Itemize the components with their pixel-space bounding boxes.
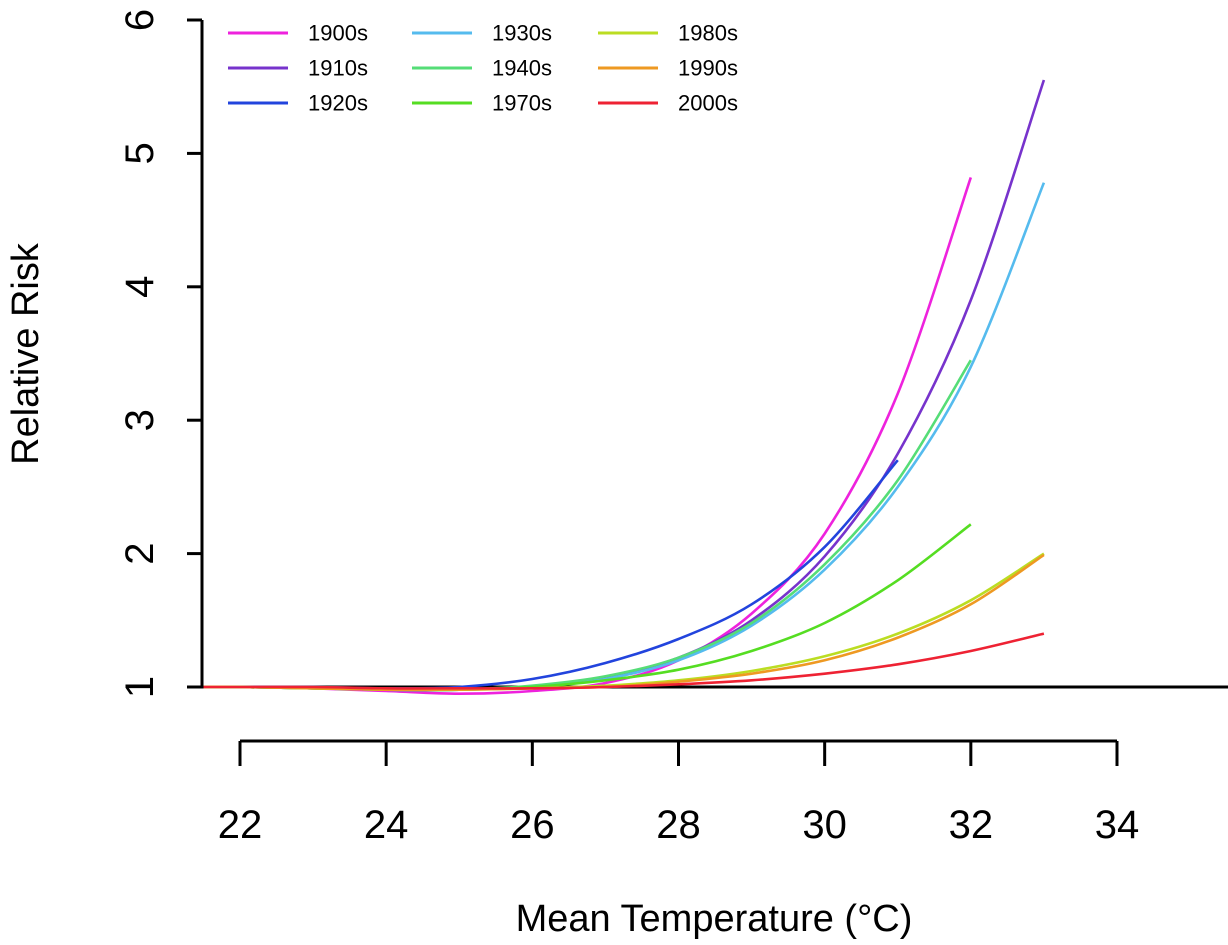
- series-line-1970s: [203, 523, 972, 692]
- series-line-1900s: [203, 176, 973, 696]
- y-tick-label: 3: [118, 409, 162, 431]
- x-axis-ticks: 22 24 26 28 30 32 34: [218, 741, 1140, 847]
- series-line-2000s: [203, 632, 1045, 690]
- x-tick-label: 22: [218, 803, 263, 847]
- y-tick-label: 6: [118, 9, 162, 31]
- legend-label: 1900s: [308, 21, 368, 46]
- legend-label: 1970s: [492, 91, 552, 116]
- x-tick-label: 28: [656, 803, 701, 847]
- y-tick-label: 2: [118, 542, 162, 564]
- series-line-1980s: [203, 552, 1045, 692]
- legend: 1900s 1910s 1920s 1930s 1940s 1970s 1980s 1990s…: [228, 21, 738, 116]
- legend-label: 1980s: [678, 21, 738, 46]
- legend-label: 1910s: [308, 56, 368, 81]
- legend-label: 1940s: [492, 56, 552, 81]
- y-axis-title: Relative Risk: [5, 242, 47, 465]
- legend-label: 1920s: [308, 91, 368, 116]
- legend-label: 2000s: [678, 91, 738, 116]
- series-line-1990s: [203, 553, 1045, 692]
- legend-label: 1990s: [678, 56, 738, 81]
- y-tick-label: 1: [118, 676, 162, 698]
- legend-label: 1930s: [492, 21, 552, 46]
- x-tick-label: 26: [510, 803, 555, 847]
- x-tick-label: 32: [949, 803, 994, 847]
- series-line-1910s: [203, 79, 1046, 692]
- x-tick-label: 30: [802, 803, 847, 847]
- y-tick-label: 4: [118, 276, 162, 298]
- y-axis-ticks: 1 2 3 4 5 6: [118, 9, 202, 698]
- series-line-1930s: [203, 182, 1046, 692]
- x-axis-title: Mean Temperature (°C): [516, 898, 913, 940]
- series-line-1940s: [203, 359, 972, 692]
- y-tick-label: 5: [118, 142, 162, 164]
- series-lines: [203, 79, 1046, 696]
- x-tick-label: 24: [364, 803, 409, 847]
- series-line-1920s: [203, 459, 899, 690]
- x-tick-label: 34: [1095, 803, 1140, 847]
